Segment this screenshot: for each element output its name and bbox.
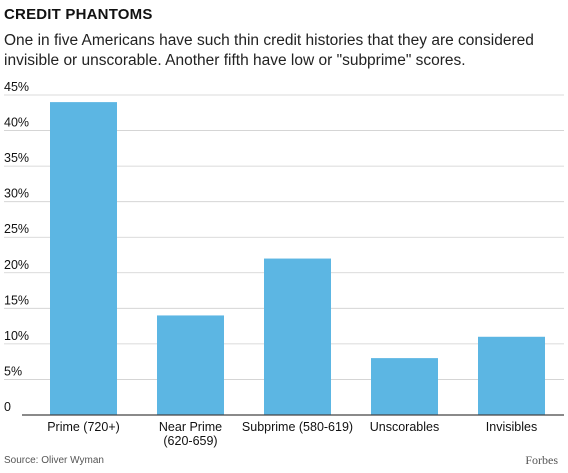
category-label: Subprime (580-619)	[242, 420, 353, 434]
bar	[478, 336, 545, 415]
bar	[50, 102, 117, 415]
category-label-line: Prime (720+)	[47, 420, 120, 434]
y-tick-label: 20%	[4, 258, 29, 272]
bar	[264, 258, 331, 415]
y-tick-label: 25%	[4, 222, 29, 236]
category-label-line: Subprime (580-619)	[242, 420, 353, 434]
category-label: Invisibles	[486, 420, 537, 434]
y-tick-label: 30%	[4, 187, 29, 201]
chart-subtitle: One in five Americans have such thin cre…	[4, 32, 534, 69]
category-label: Unscorables	[370, 420, 439, 434]
category-label-line: (620-659)	[163, 434, 217, 448]
y-tick-label: 40%	[4, 116, 29, 130]
y-axis-ticks: 0 5% 10% 15% 20% 25% 30% 35% 40% 45%	[4, 80, 29, 414]
brand-logo: Forbes	[525, 453, 558, 467]
y-tick-label: 45%	[4, 80, 29, 94]
bar	[157, 315, 224, 415]
bars	[50, 102, 545, 415]
y-tick-label: 10%	[4, 329, 29, 343]
y-tick-label: 0	[4, 400, 11, 414]
y-tick-label: 15%	[4, 293, 29, 307]
y-tick-label: 35%	[4, 151, 29, 165]
category-label: Near Prime (620-659)	[159, 420, 222, 448]
x-axis-categories: Prime (720+) Near Prime (620-659) Subprime …	[47, 420, 537, 448]
chart-title: CREDIT PHANTOMS	[4, 6, 153, 23]
category-label-line: Invisibles	[486, 420, 537, 434]
y-tick-label: 5%	[4, 364, 22, 378]
category-label: Prime (720+)	[47, 420, 120, 434]
category-label-line: Near Prime	[159, 420, 222, 434]
category-label-line: Unscorables	[370, 420, 439, 434]
source-note: Source: Oliver Wyman	[4, 455, 104, 466]
bar	[371, 358, 438, 415]
